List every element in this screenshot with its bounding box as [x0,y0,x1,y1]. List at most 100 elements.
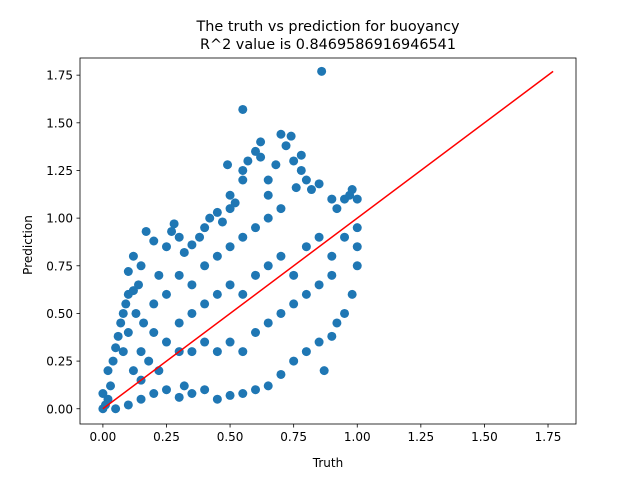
scatter-point [200,223,210,233]
scatter-point [217,217,227,227]
scatter-point [276,369,286,379]
scatter-point [352,223,362,233]
scatter-point [113,331,123,341]
scatter-point [225,280,235,290]
scatter-point [167,226,177,236]
scatter-point [136,261,146,271]
scatter-point [174,318,184,328]
scatter-point [352,242,362,252]
y-tick-label: 1.25 [46,164,73,178]
scatter-point [238,104,248,114]
scatter-point [179,247,189,257]
scatter-point [317,66,327,76]
scatter-point [106,381,116,391]
scatter-point [212,207,222,217]
scatter-point [225,242,235,252]
scatter-point [116,318,126,328]
scatter-point [238,289,248,299]
scatter-point [238,347,248,357]
y-tick-label: 0.50 [46,307,73,321]
x-tick-label: 0.25 [153,430,180,444]
scatter-point [243,156,253,166]
scatter-point [187,389,197,398]
chart-title: The truth vs prediction for buoyancy [195,19,460,35]
x-tick-label: 1.75 [535,430,562,444]
scatter-point [230,198,240,208]
scatter-point [238,165,248,175]
y-tick-label: 0.75 [46,259,73,273]
scatter-point [212,347,222,357]
scatter-point [149,389,159,398]
scatter-point [263,261,273,271]
scatter-point [144,356,154,366]
scatter-point [301,175,311,185]
scatter-point [340,232,350,242]
scatter-point [238,389,248,398]
scatter-point [136,394,146,404]
scatter-point [179,381,189,391]
scatter-point [296,165,306,175]
scatter-point [136,347,146,357]
scatter-point [301,242,311,252]
scatter-point [131,308,141,318]
scatter-point [98,389,108,398]
y-tick-label: 1.75 [46,69,73,83]
scatter-point [205,213,215,223]
scatter-point [141,226,151,236]
scatter-point [263,381,273,391]
scatter-point [263,190,273,200]
scatter-point [187,280,197,290]
y-ticks: 0.00 0.25 0.50 0.75 1.00 1.25 1.50 1.75 [46,69,80,416]
scatter-point [212,394,222,404]
scatter-point [187,308,197,318]
y-axis-label: Prediction [21,215,35,275]
scatter-point [347,185,357,195]
scatter-point [263,318,273,328]
scatter-point [187,240,197,250]
scatter-point [169,219,179,229]
scatter-point [187,347,197,357]
x-tick-label: 0.75 [280,430,307,444]
chart-subtitle: R^2 value is 0.8469586916946541 [200,37,456,53]
scatter-point [276,308,286,318]
scatter-point [327,194,337,204]
scatter-point [271,160,281,170]
scatter-point [306,185,316,195]
scatter-point [161,337,171,347]
scatter-point [118,347,128,357]
x-tick-label: 1.25 [407,430,434,444]
scatter-point [225,337,235,347]
scatter-point [314,280,324,290]
x-axis-label: Truth [312,456,343,470]
scatter-point [263,175,273,185]
scatter-point [251,270,261,280]
y-tick-label: 1.50 [46,116,73,130]
x-tick-label: 1.00 [344,430,371,444]
scatter-point [149,299,159,309]
scatter-point [296,150,306,160]
scatter-point [103,366,113,376]
scatter-point [200,299,210,309]
x-ticks: 0.00 0.25 0.50 0.75 1.00 1.25 1.50 1.75 [90,424,562,444]
scatter-point [139,318,149,328]
scatter-point [121,299,131,309]
scatter-point [212,289,222,299]
scatter-point [276,204,286,214]
scatter-point [134,280,144,290]
scatter-point [174,392,184,402]
scatter-point [128,366,138,376]
scatter-point [256,152,266,162]
scatter-point [154,270,164,280]
scatter-point [286,131,296,141]
scatter-point [123,400,133,410]
scatter-point [161,385,171,395]
scatter-point [256,137,266,147]
scatter-point [251,328,261,337]
scatter-point [123,328,133,337]
scatter-point [340,308,350,318]
scatter-point [223,160,233,170]
scatter-point [347,289,357,299]
scatter-point [251,223,261,233]
x-tick-label: 1.50 [471,430,498,444]
scatter-point [276,251,286,261]
